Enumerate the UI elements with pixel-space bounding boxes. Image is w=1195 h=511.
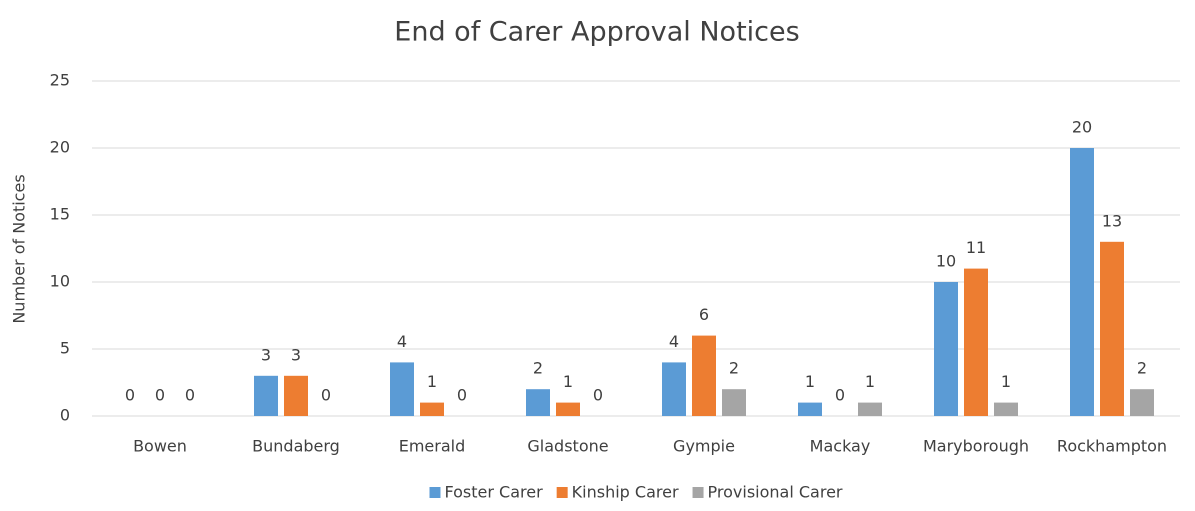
- data-label: 2: [1137, 359, 1147, 378]
- data-label: 0: [593, 386, 603, 405]
- legend-swatch: [556, 487, 568, 498]
- data-label: 3: [261, 345, 271, 364]
- data-label: 3: [291, 345, 301, 364]
- data-label: 0: [457, 386, 467, 405]
- chart-title: End of Carer Approval Notices: [394, 17, 799, 48]
- x-tick-label: Rockhampton: [1057, 437, 1167, 456]
- bar: [284, 375, 308, 416]
- bar: [420, 402, 444, 416]
- legend-label: Kinship Carer: [572, 483, 679, 502]
- bar: [798, 402, 822, 416]
- bar: [556, 402, 580, 416]
- bar: [964, 268, 988, 416]
- x-tick-label: Mackay: [810, 437, 871, 456]
- data-label: 1: [805, 372, 815, 391]
- data-label: 20: [1072, 118, 1092, 137]
- data-label: 1: [865, 372, 875, 391]
- x-tick-label: Bowen: [133, 437, 187, 456]
- data-label: 2: [729, 359, 739, 378]
- data-label: 0: [835, 386, 845, 405]
- y-tick-label: 15: [50, 205, 70, 224]
- data-label: 1: [563, 372, 573, 391]
- data-label: 4: [669, 332, 679, 351]
- y-tick-label: 5: [60, 339, 70, 358]
- bar: [994, 402, 1018, 416]
- y-axis-label: Number of Notices: [10, 174, 29, 323]
- bar: [526, 389, 550, 416]
- y-tick-label: 10: [50, 272, 70, 291]
- legend-swatch: [429, 487, 441, 498]
- data-label: 0: [321, 386, 331, 405]
- data-label: 2: [533, 359, 543, 378]
- x-tick-label: Emerald: [399, 437, 466, 456]
- x-tick-label: Gympie: [673, 437, 735, 456]
- bar: [692, 335, 716, 416]
- legend-label: Provisional Carer: [708, 483, 843, 502]
- data-label: 11: [966, 238, 986, 257]
- x-tick-label: Gladstone: [527, 437, 608, 456]
- bar: [390, 362, 414, 416]
- bar: [1070, 148, 1094, 416]
- y-tick-label: 25: [50, 71, 70, 90]
- data-label: 1: [427, 372, 437, 391]
- bar: [722, 389, 746, 416]
- bar: [934, 282, 958, 416]
- data-label: 4: [397, 332, 407, 351]
- data-label: 13: [1102, 211, 1122, 230]
- x-tick-label: Bundaberg: [252, 437, 340, 456]
- x-tick-label: Maryborough: [923, 437, 1029, 456]
- data-label: 0: [125, 386, 135, 405]
- bar: [254, 375, 278, 416]
- data-label: 6: [699, 305, 709, 324]
- y-tick-label: 20: [50, 138, 70, 157]
- legend-swatch: [692, 487, 704, 498]
- legend-label: Foster Carer: [444, 483, 543, 502]
- data-label: 1: [1001, 372, 1011, 391]
- data-label: 10: [936, 252, 956, 271]
- data-label: 0: [155, 386, 165, 405]
- data-label: 0: [185, 386, 195, 405]
- bar: [1100, 241, 1124, 416]
- bar: [858, 402, 882, 416]
- y-tick-label: 0: [60, 406, 70, 425]
- bar: [662, 362, 686, 416]
- bar: [1130, 389, 1154, 416]
